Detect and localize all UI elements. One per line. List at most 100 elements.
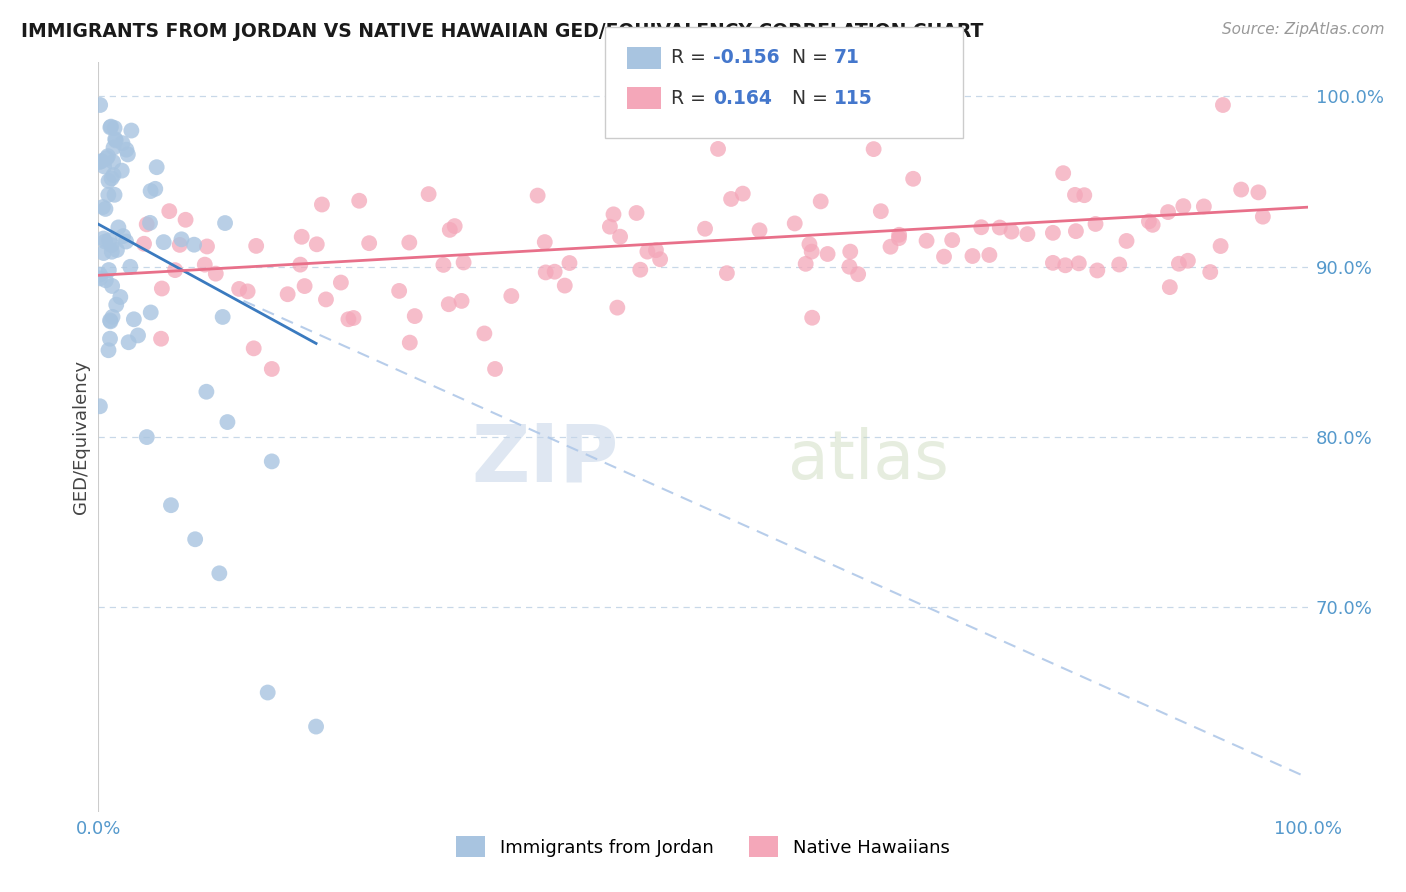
Point — [609, 229, 631, 244]
Point — [1064, 224, 1087, 238]
Point — [1142, 218, 1164, 232]
Point — [89, 271, 111, 285]
Point — [1084, 217, 1107, 231]
Point — [112, 229, 135, 244]
Point — [970, 220, 993, 235]
Point — [143, 182, 166, 196]
Point — [194, 258, 217, 272]
Point — [195, 239, 218, 253]
Point — [1251, 210, 1274, 224]
Point — [602, 207, 624, 221]
Point — [103, 140, 125, 154]
Point — [1064, 187, 1087, 202]
Point — [135, 218, 157, 232]
Point — [817, 247, 839, 261]
Point — [437, 297, 460, 311]
Point — [115, 235, 138, 249]
Point — [127, 328, 149, 343]
Text: R =: R = — [671, 48, 711, 68]
Point — [645, 243, 668, 257]
Point — [98, 332, 121, 346]
Point — [104, 133, 127, 147]
Legend: Immigrants from Jordan, Native Hawaiians: Immigrants from Jordan, Native Hawaiians — [447, 828, 959, 866]
Point — [103, 187, 125, 202]
Point — [184, 533, 207, 547]
Point — [418, 187, 440, 202]
Point — [1000, 225, 1022, 239]
Point — [453, 255, 475, 269]
Text: atlas: atlas — [787, 426, 949, 492]
Point — [526, 188, 548, 202]
Point — [311, 197, 333, 211]
Point — [100, 314, 122, 328]
Point — [606, 301, 628, 315]
Point — [120, 260, 142, 274]
Point — [93, 246, 115, 260]
Point — [720, 192, 742, 206]
Point — [988, 220, 1011, 235]
Point — [211, 310, 233, 324]
Point — [93, 160, 115, 174]
Point — [170, 232, 193, 246]
Point — [337, 312, 360, 326]
Point — [398, 235, 420, 250]
Point — [152, 235, 174, 249]
Point — [150, 281, 173, 295]
Point — [347, 194, 370, 208]
Text: 0.164: 0.164 — [713, 88, 772, 108]
Point — [707, 142, 730, 156]
Point — [1177, 253, 1199, 268]
Point — [100, 238, 122, 252]
Point — [120, 123, 142, 137]
Point — [887, 231, 910, 245]
Point — [294, 279, 316, 293]
Point — [105, 298, 128, 312]
Point — [228, 282, 250, 296]
Point — [1209, 239, 1232, 253]
Text: 115: 115 — [834, 88, 873, 108]
Point — [1042, 226, 1064, 240]
Point — [533, 235, 555, 249]
Point — [731, 186, 754, 201]
Point — [260, 362, 283, 376]
Point — [169, 238, 191, 252]
Point — [794, 257, 817, 271]
Y-axis label: GED/Equivalency: GED/Equivalency — [72, 360, 90, 514]
Point — [122, 312, 145, 326]
Point — [111, 163, 134, 178]
Point — [869, 204, 891, 219]
Point — [139, 184, 162, 198]
Point — [748, 223, 770, 237]
Point — [810, 194, 832, 209]
Point — [783, 216, 806, 230]
Point — [1173, 199, 1195, 213]
Point — [98, 313, 121, 327]
Point — [450, 293, 472, 308]
Point — [1052, 166, 1074, 180]
Point — [150, 332, 173, 346]
Point — [145, 160, 167, 174]
Point — [277, 287, 299, 301]
Point — [260, 454, 283, 468]
Point — [103, 168, 125, 182]
Point — [1115, 234, 1137, 248]
Point — [157, 204, 180, 219]
Point — [100, 171, 122, 186]
Point — [93, 231, 115, 245]
Point — [305, 720, 328, 734]
Point — [1192, 199, 1215, 213]
Point — [439, 223, 461, 237]
Point — [100, 120, 122, 134]
Point — [801, 310, 824, 325]
Point — [1054, 258, 1077, 272]
Point — [693, 221, 716, 235]
Point — [94, 202, 117, 216]
Point — [554, 278, 576, 293]
Point — [484, 362, 506, 376]
Point — [107, 220, 129, 235]
Point — [115, 143, 138, 157]
Point — [132, 236, 155, 251]
Point — [599, 219, 621, 234]
Point — [291, 229, 314, 244]
Text: Source: ZipAtlas.com: Source: ZipAtlas.com — [1222, 22, 1385, 37]
